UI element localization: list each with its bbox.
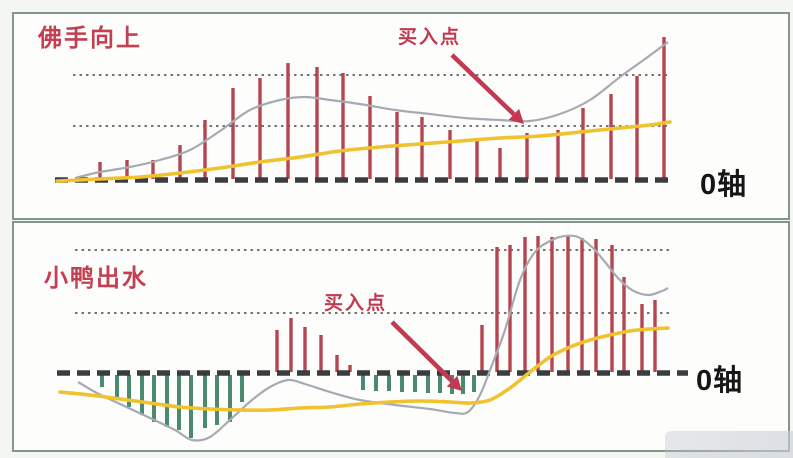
buy-point-arrow <box>390 320 454 383</box>
dea-line <box>55 120 672 183</box>
buy-point-label-bottom: 买入点 <box>324 293 388 314</box>
pattern-title-bottom: 小鸭出水 <box>44 265 148 292</box>
dif-line <box>74 41 669 180</box>
watermark-block <box>665 431 793 458</box>
buy-point-arrow <box>450 53 516 116</box>
buy-point-arrowhead <box>446 375 462 391</box>
pattern-title-top: 佛手向上 <box>38 25 142 52</box>
dea-line <box>58 326 670 412</box>
top-panel-chart <box>55 37 672 183</box>
buy-point-arrowhead <box>508 108 524 124</box>
zero-axis-label-top: 0轴 <box>700 169 748 201</box>
zero-axis-label-bottom: 0轴 <box>696 365 744 397</box>
dif-line <box>77 234 669 442</box>
buy-point-label-top: 买入点 <box>398 27 462 48</box>
bottom-panel-chart <box>57 234 688 442</box>
